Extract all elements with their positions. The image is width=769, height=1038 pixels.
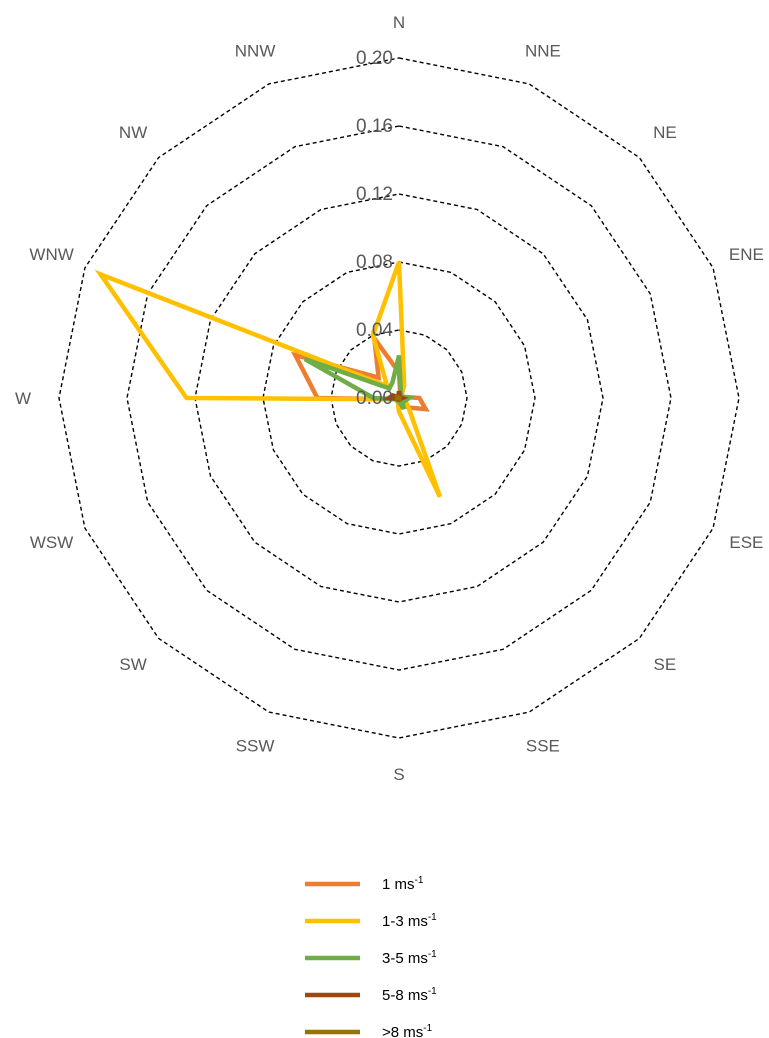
legend-label-3: 5-8 ms-1 — [382, 986, 437, 1004]
radial-tick-label-3: 0.12 — [356, 184, 393, 205]
direction-label-sw: SW — [119, 655, 146, 674]
direction-label-w: W — [15, 389, 31, 408]
radial-tick-label-4: 0.16 — [356, 116, 393, 137]
direction-label-ne: NE — [653, 123, 677, 142]
direction-label-n: N — [393, 13, 405, 32]
grid-ring-1 — [330, 329, 468, 467]
direction-label-ene: ENE — [729, 245, 764, 264]
series-line-4 — [394, 394, 402, 402]
radial-tick-label-2: 0.08 — [356, 252, 393, 273]
legend-label-1: 1-3 ms-1 — [382, 912, 437, 930]
grid-ring-3 — [194, 193, 604, 603]
series-layer — [94, 261, 443, 498]
direction-label-wnw: WNW — [29, 245, 73, 264]
direction-label-se: SE — [654, 655, 677, 674]
direction-labels: NNNENEENEEESESESSESSSWSWWSWWWNWNWNNW — [15, 13, 764, 784]
grid-ring-5 — [58, 57, 740, 739]
direction-label-wsw: WSW — [30, 533, 73, 552]
direction-label-nw: NW — [119, 123, 147, 142]
direction-label-sse: SSE — [526, 736, 560, 755]
direction-label-s: S — [393, 765, 404, 784]
legend-label-2: 3-5 ms-1 — [382, 949, 437, 967]
legend-label-0: 1 ms-1 — [382, 875, 424, 893]
legend: 1 ms-1 1-3 ms-1 3-5 ms-1 5-8 ms-1 >8 ms-1 — [305, 875, 437, 1038]
series-line-1 — [94, 261, 443, 498]
direction-label-ese: ESE — [729, 533, 763, 552]
grid-ring-2 — [262, 261, 536, 535]
grid-ring-4 — [126, 125, 672, 671]
legend-label-4: >8 ms-1 — [382, 1023, 433, 1038]
radial-tick-label-1: 0.04 — [356, 320, 393, 341]
radial-tick-label-0: 0.00 — [356, 388, 393, 409]
direction-label-nnw: NNW — [235, 42, 276, 61]
grid-layer — [58, 57, 740, 739]
direction-label-nne: NNE — [525, 42, 561, 61]
radial-tick-label-5: 0.20 — [356, 48, 393, 69]
radial-tick-labels: 0.00 0.04 0.08 0.12 0.16 0.20 — [356, 48, 393, 409]
direction-label-ssw: SSW — [236, 736, 275, 755]
